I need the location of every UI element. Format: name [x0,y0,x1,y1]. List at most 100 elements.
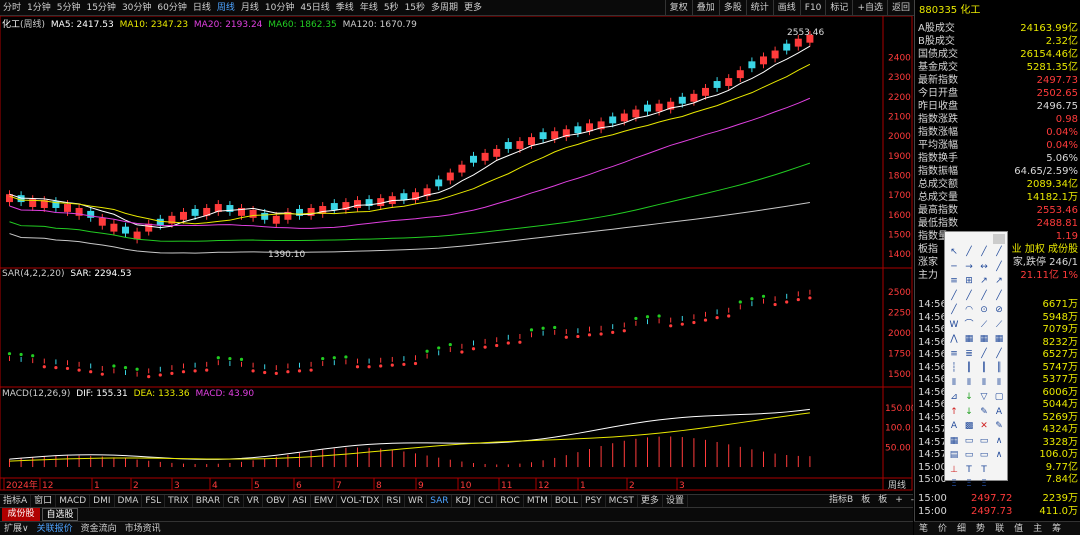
drawing-tool-icon[interactable]: ╱ [981,348,987,359]
drawing-tool-icon[interactable]: ┃ [981,363,987,373]
indicator-tab[interactable]: TRIX [165,495,193,507]
indicator-tab[interactable]: MCST [606,495,638,507]
indicator-tab[interactable]: DMI [90,495,115,507]
period-tab[interactable]: 季线 [335,3,354,13]
drawing-tool-icon[interactable]: ↓ [965,392,973,402]
drawing-tool-icon[interactable]: ╱ [996,261,1002,272]
drawing-tool-icon[interactable]: ⦀ [967,377,971,388]
period-tab[interactable]: 1分钟 [27,3,51,13]
drawing-tool-icon[interactable]: ▢ [994,392,1004,402]
quote-tab[interactable]: 联 [995,524,1005,534]
drawing-tool-icon[interactable]: ╱ [981,247,987,257]
drawing-tool-icon[interactable]: ↑ [950,406,958,417]
drawing-tool-icon[interactable]: ≣ [965,348,973,359]
drawing-tool-icon[interactable]: ╱ [996,348,1002,359]
period-tab[interactable]: 周线 [216,3,235,13]
period-tab[interactable]: 15分钟 [86,3,116,13]
indicator-tab[interactable]: ASI [289,495,311,507]
drawing-tool-icon[interactable]: ╱ [996,290,1002,301]
drawing-tool-icon[interactable]: ↗ [995,276,1003,286]
indicator-right-tab[interactable]: - [910,495,915,505]
drawing-tool-icon[interactable]: ↓ [965,406,973,417]
drawing-tool-icon[interactable]: ▦ [949,435,959,446]
drawing-tool-icon[interactable]: T [981,464,987,475]
period-tab[interactable]: 15秒 [404,3,426,13]
indicator-tab[interactable]: DMA [115,495,143,507]
indicator-tab[interactable]: 设置 [663,495,688,507]
indicator-tab[interactable]: VR [244,495,264,507]
drawing-tool-icon[interactable]: ╱ [996,247,1002,257]
drawing-tool-icon[interactable]: ⦀ [952,377,956,388]
period-tab[interactable]: 10分钟 [264,3,295,13]
drawing-tool-icon[interactable] [992,464,1006,476]
tool-button[interactable]: 叠加 [691,0,719,16]
indicator-tab[interactable]: CR [224,495,244,507]
drawing-tool-icon[interactable]: ─ [951,261,957,272]
quote-tab[interactable]: 主 [1033,524,1043,534]
drawing-tool-icon[interactable]: W [949,319,959,330]
indicator-tab[interactable]: OBV [263,495,290,507]
tab-watchlist[interactable]: 自选股 [42,508,78,521]
quote-tab[interactable]: 价 [938,524,948,534]
tab-constituents[interactable]: 成份股 [2,508,40,521]
status-item[interactable]: 关联报价 [36,524,73,534]
drawing-tool-icon[interactable]: → [965,261,973,272]
status-item[interactable]: 资金流向 [80,524,117,534]
drawing-tool-icon[interactable]: ◠ [965,305,973,315]
indicator-right-tab[interactable]: 板 [861,495,871,505]
period-tab[interactable]: 60分钟 [157,3,187,13]
palette-close-icon[interactable] [993,234,1005,244]
drawing-tool-icon[interactable]: ⊙ [980,305,988,315]
indicator-tab[interactable]: SAR [427,495,453,507]
drawing-tool-icon[interactable]: ╱ [966,247,972,257]
drawing-tool-icon[interactable]: ┃ [966,363,972,373]
drawing-tool-icon[interactable]: ✕ [980,421,988,431]
drawing-tool-icon[interactable]: ⊞ [965,276,973,286]
drawing-tool-icon[interactable]: ▭ [964,450,974,460]
indicator-tab[interactable]: EMV [311,495,338,507]
drawing-tool-icon[interactable]: ╱ [951,305,957,315]
quote-tab[interactable]: 筹 [1052,524,1062,534]
drawing-tool-icon[interactable]: ▭ [979,435,989,446]
indicator-tab[interactable]: FSL [142,495,166,507]
drawing-tool-icon[interactable]: ⦀ [982,377,986,388]
tool-button[interactable]: 画线 [772,0,800,16]
drawing-tool-icon[interactable]: ▭ [979,450,989,460]
status-item[interactable]: 市场资讯 [124,524,161,534]
drawing-tool-icon[interactable]: ✎ [980,406,988,417]
indicator-tab[interactable]: 更多 [638,495,663,507]
drawing-tool-icon[interactable]: ╱ [981,290,987,301]
indicator-tab[interactable]: CCI [475,495,498,507]
drawing-tool-icon[interactable]: ≡ [950,276,958,286]
drawing-tool-palette[interactable]: ↖ ╱ ╱ ╱ ─ → ↔ ╱ ≡ ⊞ ↗ ↗ ╱ ╱ ╱ ╱ ╱ ◠ ⊙ ⊘ W ⌒ ⟋ ⟋ ⋀ ▦ ▦ ▦ ≡ ≣ ╱ ╱ ┆ ┃ ┃ ║ ⦀ ⦀ ⦀ ⦀… [944,231,1008,489]
indicator-right-tab[interactable]: 指标B [829,495,854,505]
drawing-tool-icon[interactable]: ∧ [995,435,1003,446]
drawing-tool-icon[interactable]: ⦀ [997,377,1001,388]
tool-button[interactable]: 统计 [745,0,773,16]
drawing-tool-icon[interactable]: Ξ [966,479,972,489]
drawing-tool-icon[interactable]: ▭ [964,435,974,446]
period-tab[interactable]: 多周期 [431,3,459,13]
drawing-tool-icon[interactable]: ║ [996,363,1002,373]
drawing-tool-icon[interactable]: ▽ [980,392,988,402]
drawing-tool-icon[interactable]: ▦ [964,334,974,344]
tool-button[interactable]: +自选 [852,0,887,16]
drawing-tool-icon[interactable]: Ξ [981,479,987,489]
period-tab[interactable]: 45日线 [300,3,330,13]
tool-button[interactable]: 返回 [886,0,914,16]
quote-tab[interactable]: 势 [976,524,986,534]
drawing-tool-icon[interactable]: ⟋ [995,319,1003,330]
drawing-tool-icon[interactable]: ▩ [964,421,974,431]
drawing-tool-icon[interactable]: ↖ [950,247,958,257]
indicator-tab[interactable]: VOL-TDX [337,495,384,507]
indicator-tab[interactable]: PSY [582,495,606,507]
indicator-tab[interactable]: 窗口 [31,495,57,507]
indicator-tab[interactable]: WR [405,495,428,507]
drawing-tool-icon[interactable]: ▦ [979,334,989,344]
drawing-tool-icon[interactable]: ⟋ [980,319,988,330]
indicator-tab[interactable]: RSI [383,495,406,507]
indicator-tab[interactable]: ROC [497,495,524,507]
period-tab[interactable]: 30分钟 [121,3,152,13]
quote-tab[interactable]: 笔 [919,524,929,534]
tool-button[interactable]: 标记 [825,0,852,16]
